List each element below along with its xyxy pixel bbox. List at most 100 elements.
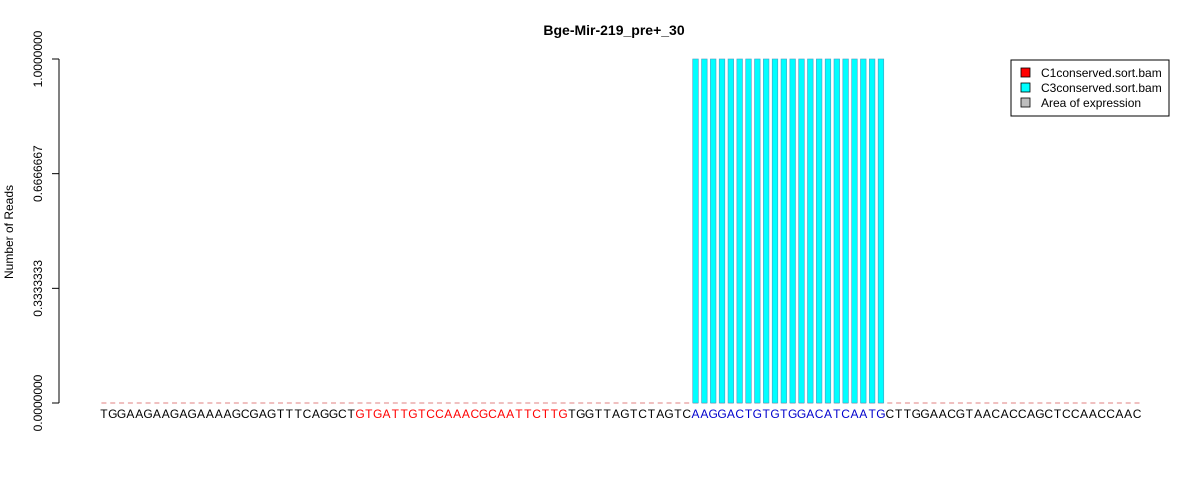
- sequence-base: A: [126, 407, 134, 421]
- sequence-base: C: [1018, 407, 1027, 421]
- sequence-base: A: [162, 407, 170, 421]
- sequence-base: T: [295, 407, 303, 421]
- sequence-base: A: [824, 407, 832, 421]
- sequence-base: C: [885, 407, 894, 421]
- sequence-base: G: [267, 407, 276, 421]
- sequence-base: G: [770, 407, 779, 421]
- sequence-base: A: [259, 407, 267, 421]
- sequence-base: T: [100, 407, 108, 421]
- bar-C3conserved.sort.bam: [763, 58, 770, 404]
- sequence-base: A: [1115, 407, 1123, 421]
- sequence-base: G: [664, 407, 673, 421]
- bars: [101, 58, 1140, 404]
- bar-C3conserved.sort.bam: [816, 58, 823, 404]
- sequence-base: C: [815, 407, 824, 421]
- sequence-base: G: [912, 407, 921, 421]
- sequence-base: T: [630, 407, 638, 421]
- sequence-base: A: [692, 407, 700, 421]
- sequence-base: C: [1133, 407, 1142, 421]
- sequence-base: T: [347, 407, 355, 421]
- sequence-base: T: [904, 407, 912, 421]
- sequence-base: A: [656, 407, 664, 421]
- sequence-base: G: [576, 407, 585, 421]
- sequence-base: G: [558, 407, 567, 421]
- sequence-base: T: [524, 407, 532, 421]
- legend-box: [1010, 59, 1170, 117]
- sequence-base: T: [392, 407, 400, 421]
- sequence-base: G: [956, 407, 965, 421]
- sequence-base: G: [373, 407, 382, 421]
- sequence-base: A: [215, 407, 223, 421]
- bar-C3conserved.sort.bam: [718, 58, 726, 404]
- sequence-base: A: [497, 407, 505, 421]
- sequence-base: G: [320, 407, 329, 421]
- y-tick-label: 0.0000000: [31, 374, 45, 431]
- bar-C3conserved.sort.bam: [860, 58, 867, 404]
- sequence-base: G: [143, 407, 152, 421]
- bar-C3conserved.sort.bam: [780, 58, 787, 404]
- bar-C3conserved.sort.bam: [692, 58, 699, 404]
- bar-C3conserved.sort.bam: [727, 58, 734, 404]
- bar-C3conserved.sort.bam: [754, 58, 761, 404]
- bar-C3conserved.sort.bam: [701, 58, 708, 404]
- sequence-base: G: [355, 407, 364, 421]
- sequence-base: T: [400, 407, 408, 421]
- sequence-base: T: [418, 407, 426, 421]
- sequence-base: C: [435, 407, 444, 421]
- sequence-base: A: [179, 407, 187, 421]
- sequence-base: A: [224, 407, 232, 421]
- bar-C3conserved.sort.bam: [745, 58, 752, 404]
- legend-swatch: [1020, 97, 1031, 108]
- sequence-base: A: [983, 407, 991, 421]
- sequence-base: A: [727, 407, 735, 421]
- sequence-base: T: [648, 407, 656, 421]
- sequence-base: G: [876, 407, 885, 421]
- sequence-base: C: [735, 407, 744, 421]
- sequence-base: G: [920, 407, 929, 421]
- bar-C3conserved.sort.bam: [771, 58, 779, 404]
- sequence-base: A: [612, 407, 620, 421]
- y-tick-label: 1.0000000: [31, 30, 45, 87]
- sequence-base: C: [947, 407, 956, 421]
- sequence-base: G: [1035, 407, 1044, 421]
- bar-C3conserved.sort.bam: [833, 58, 840, 404]
- sequence-base: A: [859, 407, 867, 421]
- sequence-base: C: [1062, 407, 1071, 421]
- sequence-base: T: [833, 407, 841, 421]
- sequence-base: C: [241, 407, 250, 421]
- sequence-base: T: [568, 407, 576, 421]
- sequence-base: G: [249, 407, 258, 421]
- chart-title: Bge-Mir-219_pre+_30: [543, 22, 684, 38]
- y-tick-label: 0.3333333: [31, 260, 45, 317]
- sequence-base: T: [286, 407, 294, 421]
- bar-C3conserved.sort.bam: [710, 58, 717, 404]
- sequence-base: A: [506, 407, 514, 421]
- sequence-base: C: [338, 407, 347, 421]
- bar-C3conserved.sort.bam: [798, 58, 805, 404]
- sequence-base: T: [595, 407, 603, 421]
- sequence-base: A: [382, 407, 390, 421]
- sequence-base: T: [895, 407, 903, 421]
- sequence-base: C: [841, 407, 850, 421]
- sequence-base: T: [542, 407, 550, 421]
- sequence-base: A: [806, 407, 814, 421]
- sequence-base: T: [515, 407, 523, 421]
- sequence-base: A: [206, 407, 214, 421]
- sequence-base: G: [108, 407, 117, 421]
- sequence-base: A: [939, 407, 947, 421]
- legend-swatch: [1020, 82, 1031, 93]
- sequence-base: G: [117, 407, 126, 421]
- sequence-base: T: [277, 407, 285, 421]
- legend: C1conserved.sort.bamC3conserved.sort.bam…: [1010, 59, 1170, 117]
- bar-C3conserved.sort.bam: [842, 58, 849, 404]
- sequence-base: C: [1106, 407, 1115, 421]
- bar-C3conserved.sort.bam: [851, 58, 858, 404]
- sequence-base: A: [453, 407, 461, 421]
- sequence-base: A: [135, 407, 143, 421]
- sequence-base: A: [1027, 407, 1035, 421]
- sequence-base: C: [1044, 407, 1053, 421]
- sequence-base: G: [408, 407, 417, 421]
- legend-swatch: [1020, 67, 1031, 78]
- sequence-base: T: [1054, 407, 1062, 421]
